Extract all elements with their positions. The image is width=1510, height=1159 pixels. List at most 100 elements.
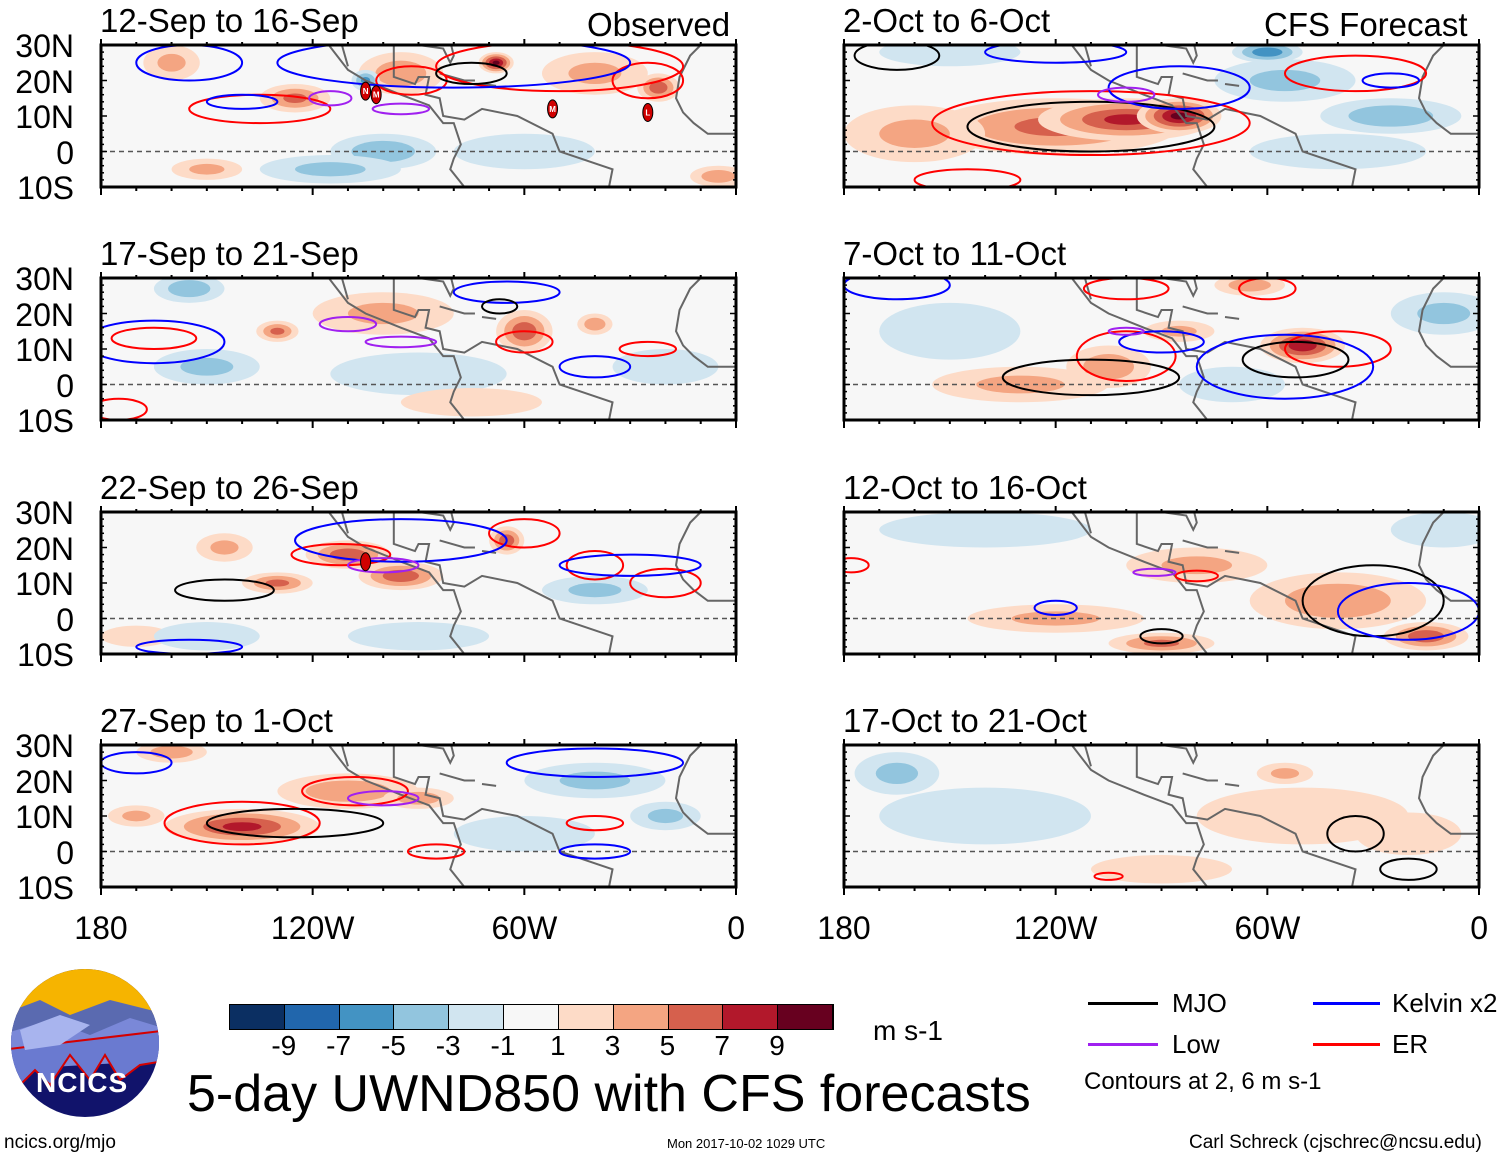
coastline <box>1417 512 1479 602</box>
lon-tick-label: 180 <box>74 910 128 946</box>
low-contour <box>1132 567 1177 577</box>
lat-tick-label: 10N <box>15 799 74 835</box>
low-contour <box>1107 326 1145 336</box>
low-contour <box>346 557 420 574</box>
er-contour <box>495 330 554 354</box>
kelvin-contour <box>276 45 632 89</box>
wind-anomaly-patch <box>584 317 606 331</box>
panel-title: 22-Sep to 26-Sep <box>100 469 359 506</box>
low-contour <box>1097 86 1156 103</box>
coastline <box>439 772 475 782</box>
colorbar-label: 3 <box>604 1030 621 1061</box>
colorbar-swatch <box>394 1005 450 1029</box>
wind-anomaly-patch <box>1161 556 1233 575</box>
er-contour <box>629 567 702 599</box>
panel-title: 12-Oct to 16-Oct <box>843 469 1087 506</box>
wind-anomaly-patch <box>649 81 668 94</box>
lon-tick-label: 120W <box>270 910 355 946</box>
mjo-legend-label: MJO <box>1172 988 1227 1018</box>
low-legend-line <box>1088 1043 1158 1046</box>
colorbar-label: -9 <box>271 1030 297 1061</box>
colorbar-swatch <box>558 1005 614 1029</box>
lat-tick-label: 0 <box>56 134 74 171</box>
er-contour <box>290 542 392 567</box>
lat-tick-label: 10S <box>17 170 74 206</box>
er-contour <box>1283 330 1392 368</box>
coastline <box>1224 550 1240 554</box>
coastline <box>1417 278 1479 368</box>
low-legend-label: Low <box>1172 1029 1220 1059</box>
mjo-contour <box>1001 358 1181 397</box>
coastline <box>481 316 497 320</box>
wind-anomaly-patch <box>265 579 290 587</box>
lon-tick-label: 0 <box>1470 910 1488 946</box>
kelvin-contour <box>558 843 632 860</box>
panel-title: 27-Sep to 1-Oct <box>100 702 333 739</box>
coastline <box>1070 45 1209 187</box>
er-contour <box>488 518 561 549</box>
wind-anomaly-patch <box>701 169 736 183</box>
tropical-cyclone-icon: M <box>370 85 382 105</box>
wind-anomaly-patch <box>976 375 1065 394</box>
svg-text:M: M <box>549 105 556 114</box>
wind-anomaly-patch <box>157 53 186 72</box>
kelvin-contour <box>844 278 951 301</box>
er-legend-label: ER <box>1392 1029 1429 1059</box>
er-contour <box>844 557 870 574</box>
coastline <box>1182 772 1218 782</box>
coastline <box>393 512 455 532</box>
er-contour <box>1174 569 1219 583</box>
kelvin-contour <box>1107 65 1251 110</box>
map-panel <box>101 745 736 887</box>
coastline <box>1182 539 1218 549</box>
mjo-contour <box>435 61 508 86</box>
logo-text: NCICS <box>36 1067 129 1098</box>
mjo-legend-line <box>1088 1002 1158 1005</box>
kelvin-contour <box>1336 582 1479 641</box>
coastline <box>674 745 736 835</box>
svg-text:L: L <box>645 108 650 117</box>
wind-anomaly-patch <box>1270 768 1300 779</box>
wind-anomaly-patch <box>1390 512 1479 548</box>
kelvin-contour <box>1118 330 1205 354</box>
coastline <box>439 72 475 82</box>
lat-tick-label: 10S <box>17 870 74 906</box>
contour-note: Contours at 2, 6 m s-1 <box>1084 1068 1322 1095</box>
wind-anomaly-patch <box>305 780 391 802</box>
low-contour <box>364 335 438 349</box>
colorbar-label: 1 <box>550 1030 566 1061</box>
lat-tick-label: 20N <box>15 63 74 100</box>
footer-author: Carl Schreck (cjschrec@ncsu.edu) <box>1189 1132 1482 1153</box>
mjo-contour <box>481 298 519 315</box>
lat-tick-label: 0 <box>56 367 74 404</box>
lat-tick-label: 10N <box>15 332 74 368</box>
lat-tick-label: 20N <box>15 530 74 567</box>
wind-anomaly-patch <box>122 810 151 822</box>
wind-anomaly-patch <box>879 787 1091 845</box>
mjo-contour <box>966 100 1216 153</box>
panel-title: 17-Sep to 21-Sep <box>100 235 359 272</box>
lon-tick-label: 0 <box>727 910 745 946</box>
observed-label: Observed <box>587 6 731 43</box>
wind-anomaly-patch <box>270 327 285 335</box>
kelvin-contour <box>135 45 244 82</box>
wind-anomaly-patch <box>568 62 622 85</box>
wind-anomaly-patch <box>400 388 542 417</box>
wind-anomaly-patch <box>1170 112 1188 120</box>
kelvin-contour <box>1195 333 1375 400</box>
colorbar-label: -3 <box>435 1030 461 1061</box>
lat-tick-label: 30N <box>15 728 74 764</box>
tropical-cyclone-icon: M <box>547 99 559 119</box>
coastline <box>327 45 466 187</box>
colorbar-swatch <box>778 1005 833 1029</box>
coastline <box>481 783 497 787</box>
colorbar-swatch <box>449 1005 505 1029</box>
figure-title: 5-day UWND850 with CFS forecasts <box>187 1065 1031 1123</box>
wind-anomaly-patch <box>568 583 622 598</box>
map-panel <box>101 512 736 654</box>
lon-tick-label: 180 <box>817 910 871 946</box>
er-contour <box>1082 278 1170 301</box>
